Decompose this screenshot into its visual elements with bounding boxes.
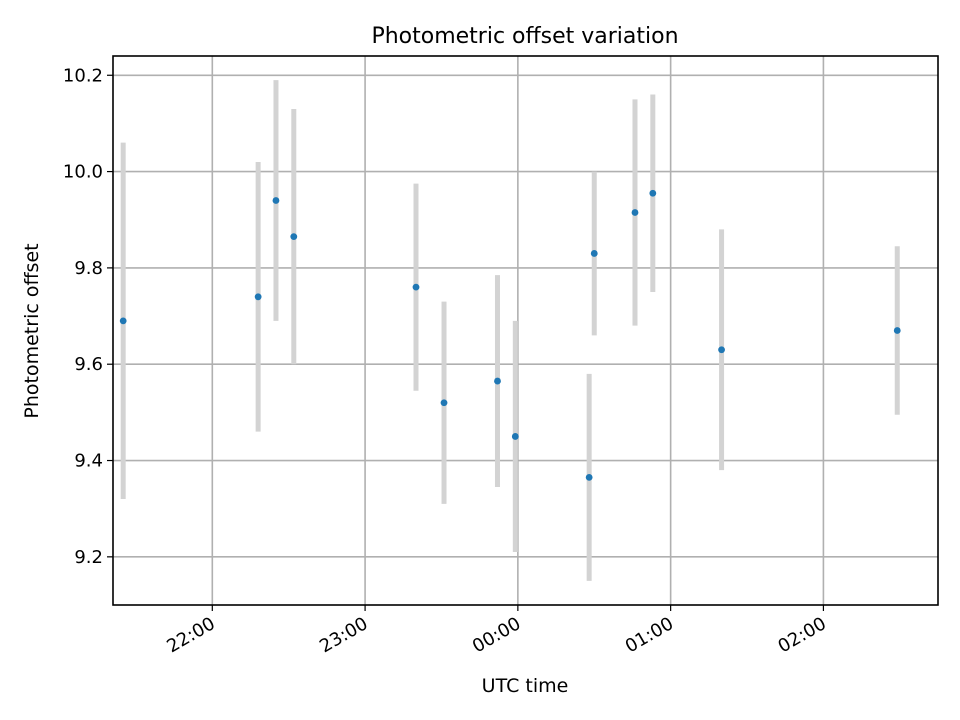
- data-point: [585, 473, 593, 481]
- grid-layer: [113, 56, 938, 605]
- data-point: [718, 346, 725, 354]
- y-tick-label: 9.6: [74, 354, 103, 375]
- data-point: [494, 377, 501, 385]
- y-tick-label: 9.4: [74, 451, 103, 472]
- x-axis-label: UTC time: [482, 675, 569, 697]
- data-point: [290, 233, 298, 240]
- data-point: [511, 433, 519, 440]
- data-point: [631, 209, 639, 216]
- data-point: [254, 293, 262, 301]
- y-axis-label: Photometric offset: [21, 243, 43, 418]
- y-tick-label: 9.2: [74, 547, 103, 568]
- data-point: [272, 197, 280, 204]
- plot-frame: [112, 55, 939, 606]
- y-tick-label: 10.0: [63, 162, 103, 183]
- data-point: [590, 250, 598, 257]
- y-tick-label: 9.8: [74, 258, 103, 279]
- chart-title: Photometric offset variation: [371, 24, 678, 49]
- data-point: [119, 317, 127, 325]
- data-point: [412, 283, 420, 291]
- point-layer: [119, 189, 901, 481]
- data-point: [649, 189, 657, 197]
- data-point: [893, 327, 901, 334]
- data-point: [440, 399, 448, 407]
- y-tick-label: 10.2: [63, 65, 103, 86]
- tick-layer: 22:00 23:00 00:00 01:00 02:009.29.49.69.810.…: [63, 65, 830, 657]
